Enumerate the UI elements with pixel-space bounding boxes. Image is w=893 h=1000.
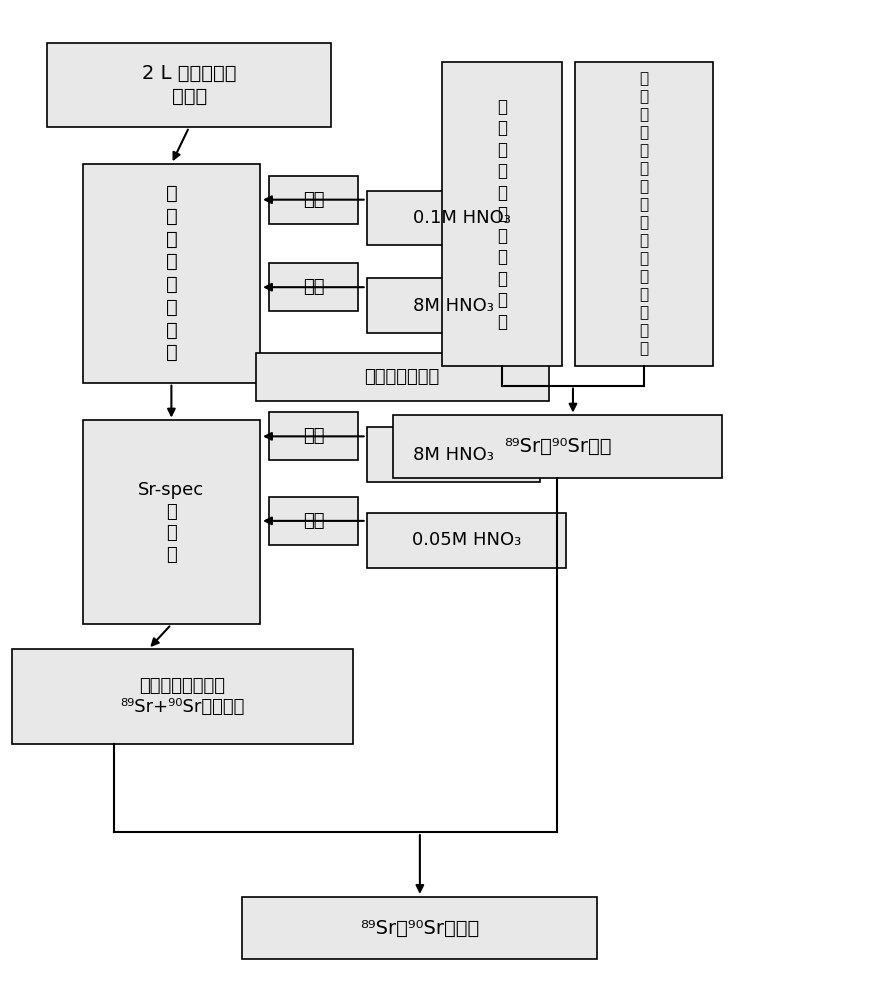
- FancyBboxPatch shape: [367, 513, 566, 568]
- Text: ⁸⁹Sr和⁹⁰Sr的浓度: ⁸⁹Sr和⁹⁰Sr的浓度: [360, 919, 480, 938]
- FancyBboxPatch shape: [269, 497, 358, 545]
- Text: Sr-spec
色
层
柱: Sr-spec 色 层 柱: [138, 481, 204, 564]
- Text: 0.1M HNO₃: 0.1M HNO₃: [413, 209, 511, 227]
- Text: 淤洗: 淤洗: [303, 191, 324, 209]
- FancyBboxPatch shape: [242, 897, 597, 959]
- FancyBboxPatch shape: [47, 43, 331, 127]
- FancyBboxPatch shape: [83, 164, 260, 383]
- FancyBboxPatch shape: [367, 427, 539, 482]
- Text: 8M HNO₃: 8M HNO₃: [413, 297, 494, 315]
- Text: ⁸⁹Sr和⁹⁰Sr比例: ⁸⁹Sr和⁹⁰Sr比例: [504, 437, 611, 456]
- FancyBboxPatch shape: [575, 62, 713, 366]
- FancyBboxPatch shape: [269, 176, 358, 224]
- Text: 淤洗: 淤洗: [303, 427, 324, 445]
- FancyBboxPatch shape: [367, 278, 539, 333]
- Text: 0.05M HNO₃: 0.05M HNO₃: [412, 531, 522, 549]
- Text: 液闪计数测量得到
⁸⁹Sr+⁹⁰Sr的总浓度: 液闪计数测量得到 ⁸⁹Sr+⁹⁰Sr的总浓度: [121, 677, 245, 716]
- FancyBboxPatch shape: [12, 649, 354, 744]
- FancyBboxPatch shape: [83, 420, 260, 624]
- FancyBboxPatch shape: [255, 353, 548, 401]
- FancyBboxPatch shape: [393, 415, 722, 478]
- Text: 从
裂
变
产
生
并
释
放
到
测
量
的
实
验
周
期: 从 裂 变 产 生 并 释 放 到 测 量 的 实 验 周 期: [639, 72, 648, 357]
- FancyBboxPatch shape: [367, 191, 557, 245]
- FancyBboxPatch shape: [269, 263, 358, 311]
- Text: 反
应
堆
各
核
素
的
裂
变
产
额: 反 应 堆 各 核 素 的 裂 变 产 额: [497, 98, 507, 331]
- Text: 蔓干，调节酸度: 蔓干，调节酸度: [364, 368, 439, 386]
- Text: 8M HNO₃: 8M HNO₃: [413, 446, 494, 464]
- FancyBboxPatch shape: [442, 62, 562, 366]
- FancyBboxPatch shape: [269, 412, 358, 460]
- Text: 2 L 液态流出物
锂载体: 2 L 液态流出物 锂载体: [142, 64, 237, 106]
- Text: 阳
离
子
交
换
色
层
柱: 阳 离 子 交 换 色 层 柱: [165, 184, 178, 362]
- Text: 洗脱: 洗脱: [303, 278, 324, 296]
- Text: 洗脱: 洗脱: [303, 512, 324, 530]
